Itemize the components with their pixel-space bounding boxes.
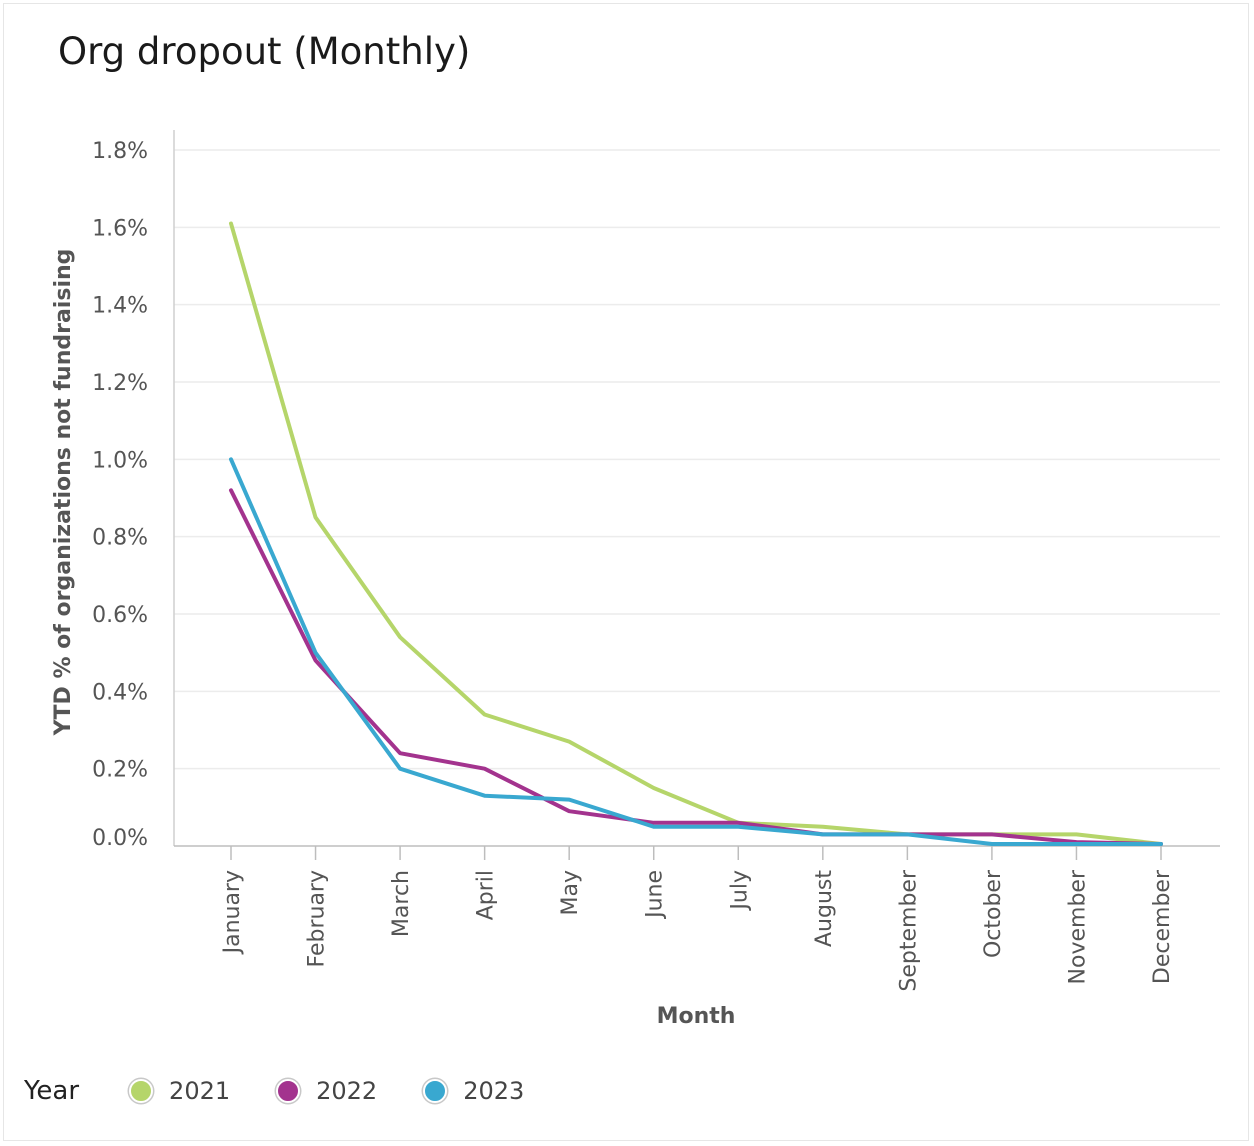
x-tick-label: September xyxy=(896,869,921,992)
chart-title: Org dropout (Monthly) xyxy=(58,30,471,73)
y-tick-label: 1.6% xyxy=(92,216,148,241)
y-tick-label: 0.2% xyxy=(92,758,148,783)
x-tick-label: March xyxy=(389,870,414,937)
series-line-2022 xyxy=(229,488,1163,846)
series-line-2021 xyxy=(229,221,1163,846)
x-tick-label: July xyxy=(727,870,752,912)
x-tick-label: April xyxy=(474,870,499,920)
x-tick-label: November xyxy=(1065,869,1090,984)
legend-item-2023[interactable]: 2023 xyxy=(423,1077,524,1105)
x-tick-label: December xyxy=(1150,869,1175,984)
y-tick-label: 0.6% xyxy=(92,603,148,628)
y-tick-label: 1.8% xyxy=(92,139,148,164)
x-tick-label: January xyxy=(220,870,245,955)
legend-swatch-2022 xyxy=(276,1079,301,1103)
y-tick-label: 0.8% xyxy=(92,526,148,551)
legend-item-2022[interactable]: 2022 xyxy=(276,1077,377,1105)
legend-swatch-2021 xyxy=(129,1079,154,1103)
legend-label-2022: 2022 xyxy=(316,1077,378,1105)
y-tick-label: 0.0% xyxy=(92,826,148,851)
x-axis-title: Month xyxy=(657,1004,736,1029)
series-line-2023 xyxy=(229,457,1163,846)
legend-title: Year xyxy=(24,1076,80,1106)
legend: Year 2021 2022 2023 xyxy=(24,1070,570,1112)
chart-card: Org dropout (Monthly) xyxy=(3,3,1249,1141)
x-tick-label: August xyxy=(812,870,837,947)
y-tick-label: 0.4% xyxy=(92,680,148,705)
x-tick-label: May xyxy=(558,870,583,915)
legend-item-2021[interactable]: 2021 xyxy=(129,1077,230,1105)
legend-swatch-2023 xyxy=(423,1079,448,1103)
legend-label-2023: 2023 xyxy=(463,1077,525,1105)
y-tick-label: 1.0% xyxy=(92,448,148,473)
y-tick-label: 1.4% xyxy=(92,294,148,319)
x-tick-label: October xyxy=(981,869,1006,958)
y-axis-title: YTD % of organizations not fundraising xyxy=(51,249,76,737)
legend-label-2021: 2021 xyxy=(169,1077,231,1105)
x-tick-label: June xyxy=(643,870,668,920)
x-tick-label: February xyxy=(305,870,330,968)
y-tick-label: 1.2% xyxy=(92,371,148,396)
